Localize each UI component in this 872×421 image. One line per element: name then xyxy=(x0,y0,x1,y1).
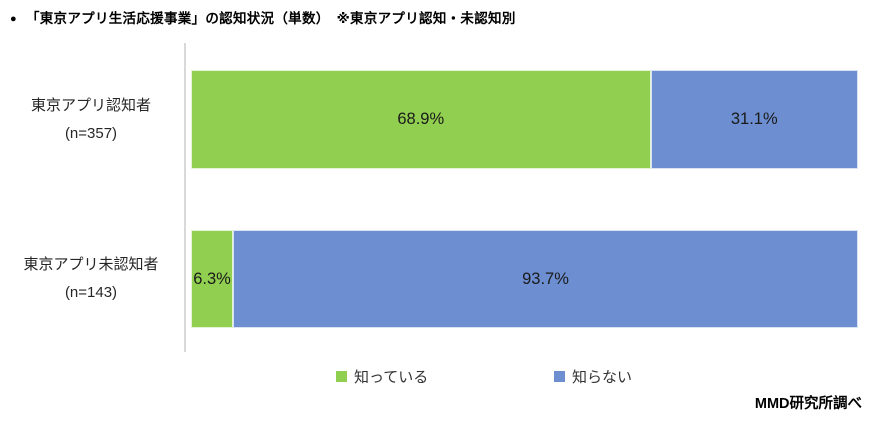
legend-label-knows: 知っている xyxy=(354,369,429,386)
legend-label-does-not-know: 知らない xyxy=(572,369,633,386)
value-label: 6.3% xyxy=(193,269,231,288)
category-label: 東京アプリ認知者 (n=357) xyxy=(0,70,182,169)
legend-swatch-green-icon xyxy=(336,371,347,382)
category-label: 東京アプリ未認知者 (n=143) xyxy=(0,230,182,328)
value-label: 31.1% xyxy=(730,110,778,128)
value-label: 68.9% xyxy=(397,110,445,128)
category-sample-size: (n=143) xyxy=(64,284,118,301)
bar-segment-knows: 68.9% xyxy=(191,70,651,169)
legend-swatch-blue-icon xyxy=(554,371,565,382)
category-sample-size: (n=357) xyxy=(64,124,118,142)
bar-segment-knows: 6.3% xyxy=(191,230,234,328)
category-name: 東京アプリ未認知者 xyxy=(23,256,159,273)
source-note: MMD研究所調べ xyxy=(754,396,862,412)
value-label: 93.7% xyxy=(522,269,569,288)
legend-item-knows: 知っている xyxy=(336,366,428,387)
bar-segment-does-not-know: 31.1% xyxy=(650,70,858,169)
chart-title-text: 「東京アプリ生活応援事業」の認知状況（単数） ※東京アプリ認知・未認知別 xyxy=(25,11,516,26)
bar-track: 68.9% 31.1% xyxy=(191,70,858,169)
bullet-icon: ● xyxy=(10,13,17,25)
chart-title: ● 「東京アプリ生活応援事業」の認知状況（単数） ※東京アプリ認知・未認知別 xyxy=(10,7,516,27)
category-axis-line xyxy=(184,43,186,352)
bar-segment-does-not-know: 93.7% xyxy=(233,230,858,328)
bar-track: 6.3% 93.7% xyxy=(191,230,858,328)
category-name: 東京アプリ認知者 xyxy=(30,96,151,114)
legend-item-does-not-know: 知らない xyxy=(554,366,632,387)
